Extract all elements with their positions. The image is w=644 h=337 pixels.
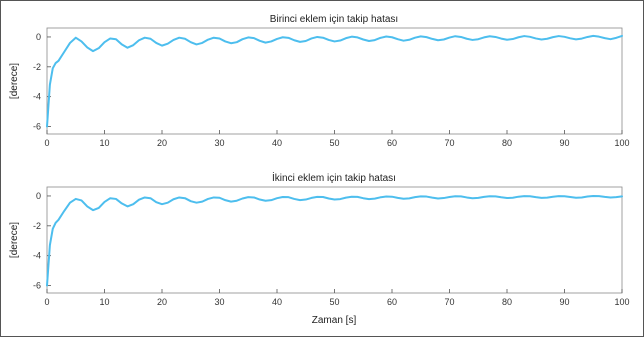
bottom-x-tick-label: 70 [444, 297, 454, 307]
bottom-plot-title: İkinci eklem için takip hatası [272, 171, 396, 184]
x-axis-label: Zaman [s] [312, 315, 357, 326]
bottom-y-tick-label: -2 [33, 221, 41, 231]
top-x-tick-label: 20 [157, 138, 167, 148]
top-y-tick-label: -4 [33, 92, 41, 102]
top-x-tick-label: 60 [387, 138, 397, 148]
top-x-tick-label: 70 [444, 138, 454, 148]
top-y-axis-label: [derece] [9, 63, 20, 99]
bottom-y-axis-label: [derece] [9, 222, 20, 258]
top-x-tick-label: 10 [99, 138, 109, 148]
bottom-x-tick-label: 10 [99, 297, 109, 307]
top-x-tick-label: 80 [502, 138, 512, 148]
bottom-subplot: İkinci eklem için takip hatası 0 10 20 30 40… [9, 171, 630, 326]
top-x-tick-label: 30 [214, 138, 224, 148]
bottom-x-tick-label: 40 [272, 297, 282, 307]
top-plot-title: Birinci eklem için takip hatası [270, 14, 398, 25]
bottom-x-tick-label: 0 [44, 297, 49, 307]
top-y-tick-label: -6 [33, 122, 41, 132]
bottom-y-tick-label: -6 [33, 281, 41, 291]
top-y-tick-label: 0 [36, 32, 41, 42]
bottom-x-tick-label: 20 [157, 297, 167, 307]
top-y-tick-label: -2 [33, 62, 41, 72]
bottom-x-tick-label: 80 [502, 297, 512, 307]
top-x-tick-label: 40 [272, 138, 282, 148]
bottom-x-tick-label: 90 [559, 297, 569, 307]
bottom-x-tick-label: 60 [387, 297, 397, 307]
top-x-tick-label: 0 [44, 138, 49, 148]
top-x-ticks: 0 10 20 30 40 50 60 70 80 90 100 [44, 130, 630, 148]
top-x-tick-label: 100 [614, 138, 629, 148]
bottom-y-tick-label: -4 [33, 251, 41, 261]
top-subplot: Birinci eklem için takip hatası 0 10 20 30 4… [9, 14, 630, 148]
bottom-x-tick-label: 50 [329, 297, 339, 307]
top-x-tick-label: 50 [329, 138, 339, 148]
top-x-tick-label: 90 [559, 138, 569, 148]
bottom-x-ticks: 0 10 20 30 40 50 60 70 80 90 100 [44, 289, 630, 307]
bottom-x-tick-label: 100 [614, 297, 629, 307]
bottom-series-line [46, 194, 623, 287]
top-series-line [46, 34, 623, 128]
bottom-x-tick-label: 30 [214, 297, 224, 307]
bottom-y-tick-label: 0 [36, 191, 41, 201]
